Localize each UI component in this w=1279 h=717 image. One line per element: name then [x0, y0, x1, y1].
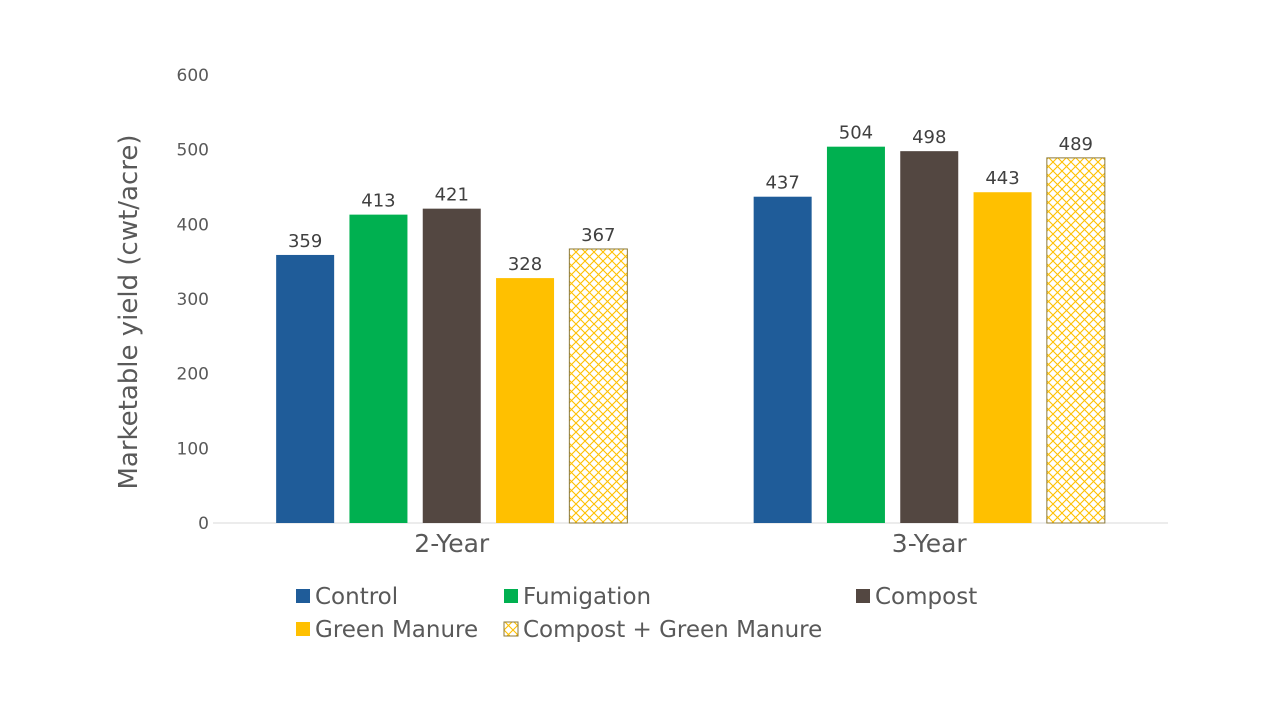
legend-item: Control	[296, 584, 398, 610]
legend-label: Control	[315, 584, 398, 610]
legend-label: Fumigation	[523, 584, 651, 610]
data-label: 413	[361, 191, 395, 212]
bar	[753, 196, 812, 523]
legend-item: Compost	[856, 584, 977, 610]
data-label: 421	[435, 185, 469, 206]
y-tick-label: 100	[177, 439, 209, 459]
bar	[973, 192, 1032, 523]
bars	[276, 146, 1106, 524]
data-label: 367	[581, 225, 615, 246]
bar	[349, 214, 408, 524]
bar	[900, 151, 959, 523]
legend-label: Compost + Green Manure	[523, 617, 822, 643]
data-label: 443	[985, 168, 1019, 189]
y-tick-label: 300	[177, 290, 209, 310]
x-category-label: 2-Year	[414, 529, 490, 558]
data-labels: 359 413 421 328 367 437 504 498 443 489	[288, 123, 1093, 275]
y-tick-label: 400	[177, 215, 209, 235]
y-tick-label: 200	[177, 365, 209, 385]
y-tick-label: 0	[198, 514, 209, 534]
y-tick-label: 500	[177, 141, 209, 161]
bar	[1046, 157, 1106, 524]
legend-swatch	[296, 589, 310, 603]
data-label: 489	[1059, 134, 1093, 155]
x-category-label: 3-Year	[892, 529, 968, 558]
legend-item: Green Manure	[296, 617, 478, 643]
legend-swatch	[503, 621, 519, 637]
bar	[422, 208, 481, 524]
data-label: 504	[839, 123, 873, 144]
y-axis: 0 100 200 300 400 500 600	[177, 66, 209, 534]
data-label: 359	[288, 231, 322, 252]
data-label: 437	[765, 173, 799, 194]
legend-item: Compost + Green Manure	[503, 617, 822, 643]
bar	[826, 146, 885, 523]
y-axis-label: Marketable yield (cwt/acre)	[114, 134, 144, 489]
legend-swatch	[504, 589, 518, 603]
bar	[568, 248, 628, 524]
legend-swatch	[856, 589, 870, 603]
legend: Control Fumigation Compost Green Manure Comp…	[296, 584, 977, 643]
y-tick-label: 600	[177, 66, 209, 86]
legend-swatch	[296, 622, 310, 636]
bar	[276, 254, 335, 524]
legend-item: Fumigation	[504, 584, 651, 610]
legend-label: Green Manure	[315, 617, 478, 643]
legend-label: Compost	[875, 584, 977, 610]
bar	[496, 278, 555, 523]
data-label: 328	[508, 254, 542, 275]
data-label: 498	[912, 127, 946, 148]
x-axis-categories: 2-Year 3-Year	[414, 529, 967, 558]
